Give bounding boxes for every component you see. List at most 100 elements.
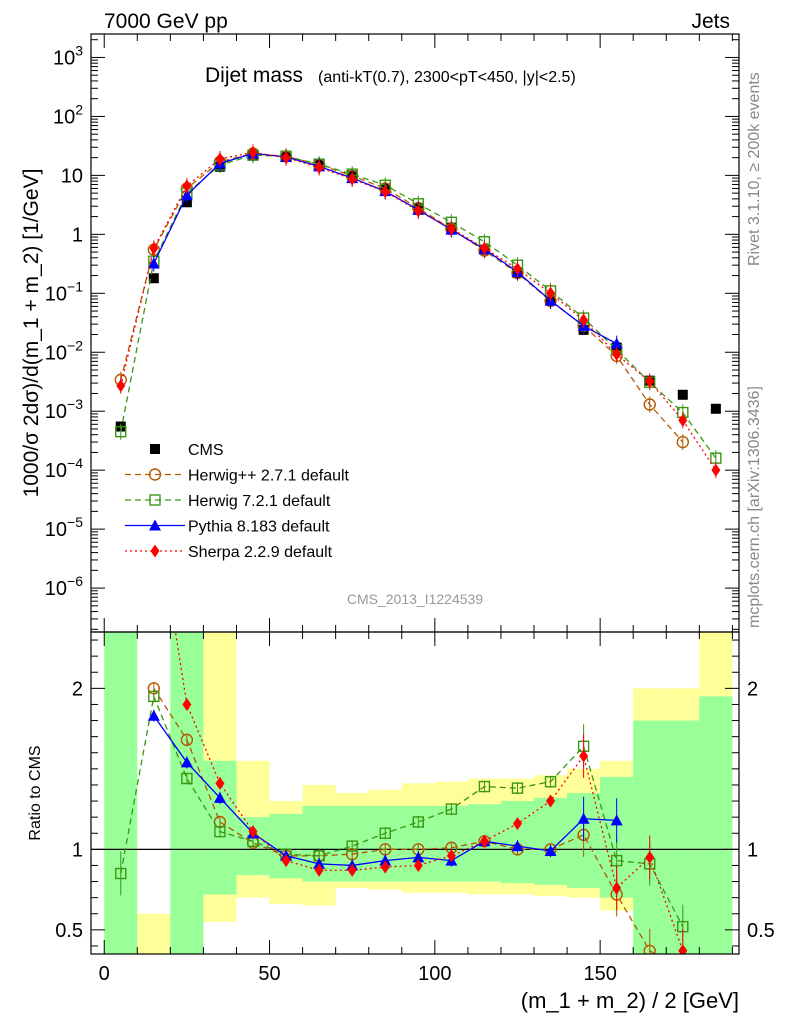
x-axis-label: (m_1 + m_2) / 2 [GeV] [521, 988, 739, 1013]
legend-marker-sherpa-2-2-9-default [150, 544, 160, 558]
point-pythia-8-183-default [180, 189, 193, 201]
ratio-point-pythia-8-183-default [544, 844, 557, 856]
ratio-y-tick-label-right: 1 [747, 839, 758, 861]
ratio-point-herwig-7-2-1-default [445, 803, 458, 815]
ratio-point-pythia-8-183-default [180, 756, 193, 768]
ratio-point-pythia-8-183-default [379, 854, 392, 866]
point-sherpa-2-2-9-default [711, 463, 721, 477]
point-sherpa-2-2-9-default [579, 313, 589, 327]
ratio-point-herwig-7-2-1-default [478, 780, 491, 793]
point-herwig-2-7-1-default [643, 398, 656, 411]
ratio-point-sherpa-2-2-9-default [380, 860, 390, 874]
ratio-point-herwig-7-2-1-default [181, 772, 193, 785]
point-sherpa-2-2-9-default [116, 379, 126, 393]
point-cms [148, 273, 159, 284]
ratio-point-herwig-2-7-1-default [180, 733, 194, 747]
ratio-band-outer [137, 913, 171, 954]
point-sherpa-2-2-9-default [479, 241, 489, 255]
ratio-point-sherpa-2-2-9-default [479, 834, 489, 848]
ratio-point-sherpa-2-2-9-default [546, 794, 556, 808]
y-tick-label: 102 [53, 101, 83, 128]
point-sherpa-2-2-9-default [281, 151, 291, 165]
ratio-point-sherpa-2-2-9-default [446, 849, 456, 863]
ratio-band-inner [104, 632, 138, 954]
ratio-point-herwig-7-2-1-default [148, 690, 160, 703]
ratio-y-tick-label: 0.5 [55, 920, 83, 942]
ratio-point-sherpa-2-2-9-default [512, 817, 522, 831]
chart-subtitle: (anti-kT(0.7), 2300<pT<450, |y|<2.5) [318, 69, 576, 86]
x-tick-label: 50 [258, 963, 280, 985]
ratio-frame [90, 631, 740, 955]
ratio-point-sherpa-2-2-9-default [645, 850, 655, 864]
ratio-band-inner [269, 813, 303, 879]
point-sherpa-2-2-9-default [546, 286, 556, 300]
ratio-point-herwig-7-2-1-default [511, 782, 524, 794]
point-sherpa-2-2-9-default [512, 262, 522, 276]
legend-label-herwig-7-2-1-default: Herwig 7.2.1 default [188, 493, 331, 510]
point-herwig-2-7-1-default [676, 435, 689, 449]
point-herwig-7-2-1-default [115, 425, 127, 438]
y-tick-label: 10−3 [45, 396, 83, 423]
point-sherpa-2-2-9-default [678, 413, 688, 427]
point-cms [710, 403, 721, 414]
ratio-y-tick-label-right: 0.5 [747, 920, 775, 942]
y-tick-label: 10−4 [45, 455, 83, 482]
ratio-point-sherpa-2-2-9-default [314, 863, 324, 877]
header-right: Jets [691, 10, 730, 33]
series-line-herwig-2-7-1-default [120, 152, 684, 443]
point-sherpa-2-2-9-default [314, 161, 324, 175]
ratio-point-herwig-7-2-1-default [544, 776, 557, 788]
point-sherpa-2-2-9-default [149, 241, 159, 255]
point-pythia-8-183-default [147, 257, 160, 269]
ratio-point-sherpa-2-2-9-default [678, 944, 688, 954]
ratio-band-inner [699, 696, 733, 954]
ratio-point-pythia-8-183-default [213, 791, 226, 803]
ratio-y-tick-label: 2 [72, 678, 83, 700]
y-tick-label: 1 [72, 224, 83, 246]
ratio-y-axis-label: Ratio to CMS [27, 745, 44, 840]
y-tick-label: 10 [61, 165, 83, 187]
chart-title: Dijet mass [205, 64, 303, 87]
header-left: 7000 GeV pp [104, 10, 228, 33]
x-tick-label: 0 [99, 963, 110, 985]
y-tick-label: 103 [53, 42, 83, 69]
legend-marker-herwig-7-2-1-default [149, 494, 161, 506]
ratio-point-pythia-8-183-default [412, 851, 425, 863]
point-sherpa-2-2-9-default [413, 204, 423, 218]
x-tick-label: 150 [583, 963, 616, 985]
point-sherpa-2-2-9-default [380, 185, 390, 199]
legend-label-herwig-2-7-1-default: Herwig++ 2.7.1 default [188, 468, 350, 485]
ratio-point-pythia-8-183-default [577, 812, 590, 824]
ratio-point-sherpa-2-2-9-default [579, 749, 589, 763]
ratio-point-herwig-7-2-1-default [379, 827, 391, 839]
ratio-point-pythia-8-183-default [313, 857, 326, 869]
y-axis-label: 1000/σ 2dσ)/d(m_1 + m_2) [1/GeV] [20, 169, 43, 498]
ratio-band-inner [534, 797, 568, 885]
point-sherpa-2-2-9-default [182, 179, 192, 193]
main-frame [90, 33, 740, 633]
legend-marker-herwig-2-7-1-default [148, 468, 162, 481]
ratio-point-sherpa-2-2-9-default [347, 863, 357, 877]
ratio-point-sherpa-2-2-9-default [281, 854, 291, 868]
legend-label-pythia-8-183-default: Pythia 8.183 default [188, 519, 330, 536]
ratio-point-herwig-7-2-1-default [214, 825, 226, 838]
ratio-point-pythia-8-183-default [610, 814, 623, 826]
point-sherpa-2-2-9-default [612, 347, 622, 361]
point-sherpa-2-2-9-default [347, 172, 357, 186]
point-sherpa-2-2-9-default [248, 145, 258, 159]
point-sherpa-2-2-9-default [215, 152, 225, 166]
legend-label-sherpa-2-2-9-default: Sherpa 2.2.9 default [188, 544, 333, 561]
ratio-point-herwig-2-7-1-default [643, 944, 656, 954]
ratio-band-inner [170, 632, 204, 954]
legend-marker-cms [150, 444, 160, 454]
ratio-point-sherpa-2-2-9-default [215, 776, 225, 790]
legend-marker-pythia-8-183-default [149, 519, 161, 531]
ratio-point-herwig-7-2-1-default [610, 854, 623, 867]
ratio-point-pythia-8-183-default [147, 709, 160, 721]
ratio-point-sherpa-2-2-9-default [413, 858, 423, 872]
ratio-point-herwig-7-2-1-default [412, 816, 425, 828]
analysis-watermark: CMS_2013_I1224539 [347, 591, 483, 607]
ratio-line-sherpa-2-2-9-default [174, 632, 684, 951]
ratio-point-sherpa-2-2-9-default [612, 881, 622, 895]
